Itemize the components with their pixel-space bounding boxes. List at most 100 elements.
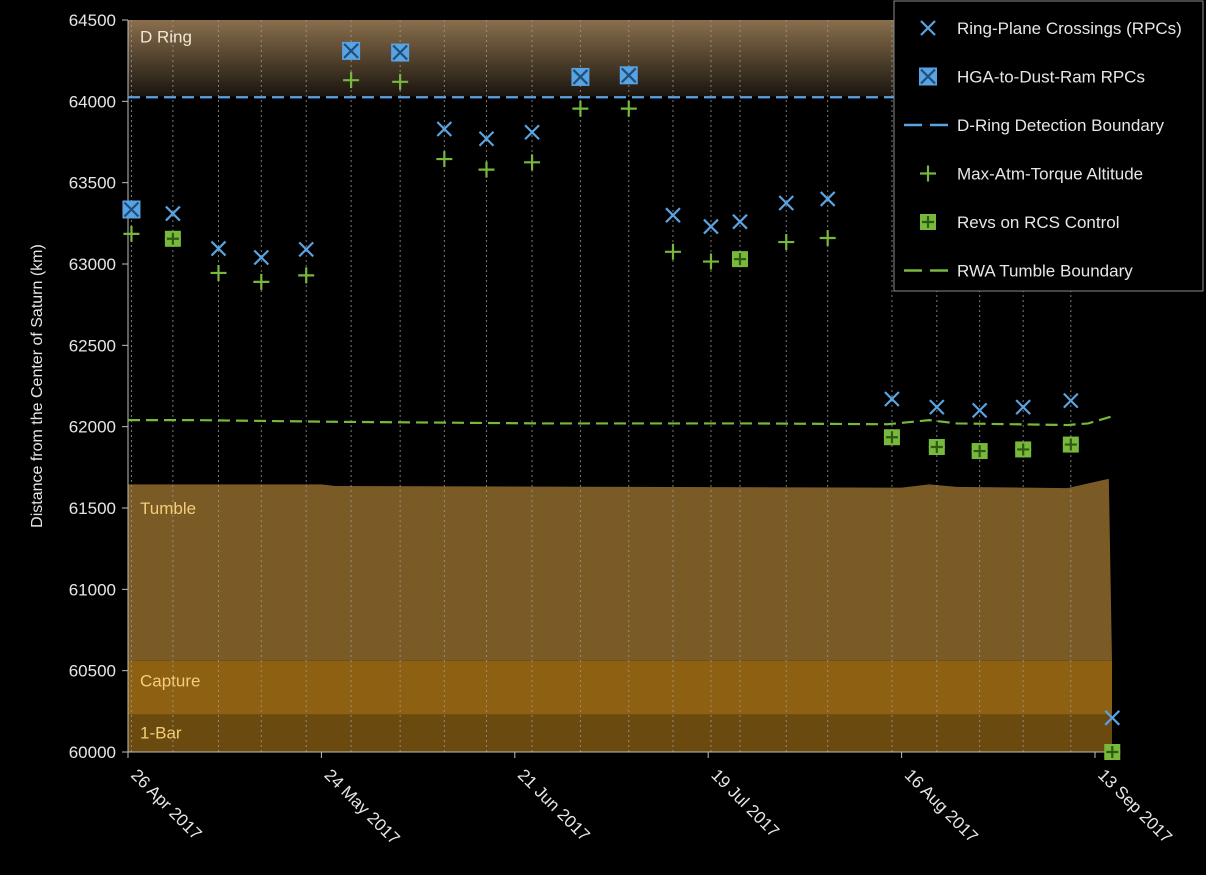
data-series [122, 41, 1121, 760]
data-point-max-atm-torque-altitude [253, 273, 270, 290]
data-point-revs-on-rcs-control [1015, 441, 1032, 458]
marker-x-shape [165, 205, 181, 222]
legend-label: Revs on RCS Control [957, 213, 1120, 232]
marker-x-shape [884, 391, 900, 407]
data-point-max-atm-torque-altitude [210, 264, 227, 281]
x-tick-label: 21 Jun 2017 [514, 765, 594, 845]
band-1-bar [128, 714, 1112, 752]
marker-plus-shape [664, 243, 681, 260]
marker-x-shape [665, 207, 681, 223]
marker-plus-shape [298, 267, 315, 284]
y-tick-label: 63000 [69, 255, 116, 274]
legend-label: Max-Atm-Torque Altitude [957, 165, 1143, 184]
y-tick-label: 64000 [69, 92, 116, 111]
band-capture [128, 660, 1112, 715]
data-point-ring-plane-crossings-rpcs [732, 213, 748, 230]
marker-plus-shape [778, 234, 795, 251]
data-point-ring-plane-crossings-rpcs [703, 218, 719, 235]
data-point-max-atm-torque-altitude [620, 100, 637, 117]
legend-label: Ring-Plane Crossings (RPCs) [957, 19, 1182, 38]
marker-box-plus [1017, 443, 1030, 456]
data-point-ring-plane-crossings-rpcs [165, 205, 181, 222]
legend-swatch-marker [920, 214, 936, 230]
marker-plus-shape [123, 225, 140, 242]
marker-x-shape [524, 124, 540, 141]
marker-plus-shape [524, 154, 541, 171]
marker-x-shape [1015, 399, 1031, 415]
legend-item-ring-plane-crossings-rpcs: Ring-Plane Crossings (RPCs) [920, 19, 1182, 38]
data-point-hga-to-dust-ram-rpcs [571, 67, 590, 86]
data-point-ring-plane-crossings-rpcs [298, 241, 314, 258]
data-point-revs-on-rcs-control [883, 429, 900, 446]
data-point-ring-plane-crossings-rpcs [884, 391, 900, 407]
data-point-max-atm-torque-altitude [572, 100, 589, 117]
marker-x-shape [819, 191, 836, 207]
marker-box-plus [166, 232, 179, 245]
data-point-max-atm-torque-altitude [436, 151, 453, 168]
legend-swatch-marker [920, 165, 936, 182]
data-point-ring-plane-crossings-rpcs [971, 402, 988, 419]
data-point-ring-plane-crossings-rpcs [478, 130, 495, 147]
marker-x-shape [210, 240, 227, 257]
marker-plus-shape [210, 264, 227, 281]
marker-plus-shape [478, 161, 495, 178]
marker-box-plus [885, 431, 898, 444]
marker-plus-shape [436, 151, 453, 168]
marker-x-shape [478, 130, 495, 147]
data-point-ring-plane-crossings-rpcs [1104, 710, 1121, 726]
legend-swatch-marker [920, 20, 936, 36]
marker-plus-shape [920, 165, 936, 182]
marker-plus-shape [702, 253, 719, 270]
data-point-max-atm-torque-altitude [819, 229, 836, 246]
data-point-revs-on-rcs-control [731, 251, 748, 268]
y-tick-label: 62500 [69, 336, 116, 355]
marker-box-x [123, 201, 140, 218]
data-point-ring-plane-crossings-rpcs [819, 191, 836, 207]
legend-label: HGA-to-Dust-Ram RPCs [957, 68, 1145, 87]
legend-box [893, 0, 1204, 292]
data-point-revs-on-rcs-control [1062, 436, 1079, 453]
legend-label: D-Ring Detection Boundary [957, 116, 1164, 135]
data-point-max-atm-torque-altitude [664, 243, 681, 260]
marker-x-shape [929, 399, 945, 415]
x-tick-label: 13 Sep 2017 [1094, 765, 1176, 847]
series-line-rwa-tumble-boundary [128, 414, 1117, 427]
series-rwa-tumble-boundary [128, 414, 1117, 427]
marker-x-shape [732, 213, 748, 230]
marker-box-plus [922, 216, 934, 228]
x-tick-label: 19 Jul 2017 [707, 765, 783, 841]
marker-box-x [572, 69, 589, 85]
x-tick-label: 16 Aug 2017 [901, 765, 982, 846]
data-point-ring-plane-crossings-rpcs [524, 124, 540, 141]
x-tick-label: 26 Apr 2017 [127, 765, 205, 843]
data-point-max-atm-torque-altitude [298, 267, 315, 284]
marker-box-x [920, 68, 936, 85]
legend-item-hga-to-dust-ram-rpcs: HGA-to-Dust-Ram RPCs [919, 67, 1145, 87]
legend-label: RWA Tumble Boundary [957, 262, 1133, 281]
data-point-ring-plane-crossings-rpcs [210, 240, 227, 257]
legend-item-revs-on-rcs-control: Revs on RCS Control [920, 213, 1120, 232]
series-revs-on-rcs-control [164, 230, 1121, 760]
marker-plus-shape [392, 73, 409, 90]
marker-x-shape [971, 402, 988, 419]
data-point-ring-plane-crossings-rpcs [253, 249, 270, 266]
y-axis-title: Distance from the Center of Saturn (km) [29, 244, 46, 528]
marker-plus-shape [253, 273, 270, 290]
marker-x-shape [1104, 710, 1121, 726]
data-point-hga-to-dust-ram-rpcs [122, 200, 141, 219]
band-label-tumble: Tumble [140, 499, 196, 518]
x-tick-label: 24 May 2017 [321, 765, 404, 848]
y-tick-label: 60500 [69, 662, 116, 681]
marker-box-plus [930, 441, 943, 453]
marker-box-plus [1106, 746, 1119, 758]
legend-swatch-marker [919, 67, 937, 86]
legend-item-rwa-tumble-boundary: RWA Tumble Boundary [904, 262, 1133, 281]
data-point-max-atm-torque-altitude [343, 72, 360, 89]
series-hga-to-dust-ram-rpcs [122, 41, 638, 219]
data-point-revs-on-rcs-control [928, 439, 945, 455]
band-tumble [128, 478, 1112, 661]
data-point-ring-plane-crossings-rpcs [929, 399, 945, 415]
data-point-max-atm-torque-altitude [392, 73, 409, 90]
data-point-ring-plane-crossings-rpcs [1015, 399, 1031, 415]
